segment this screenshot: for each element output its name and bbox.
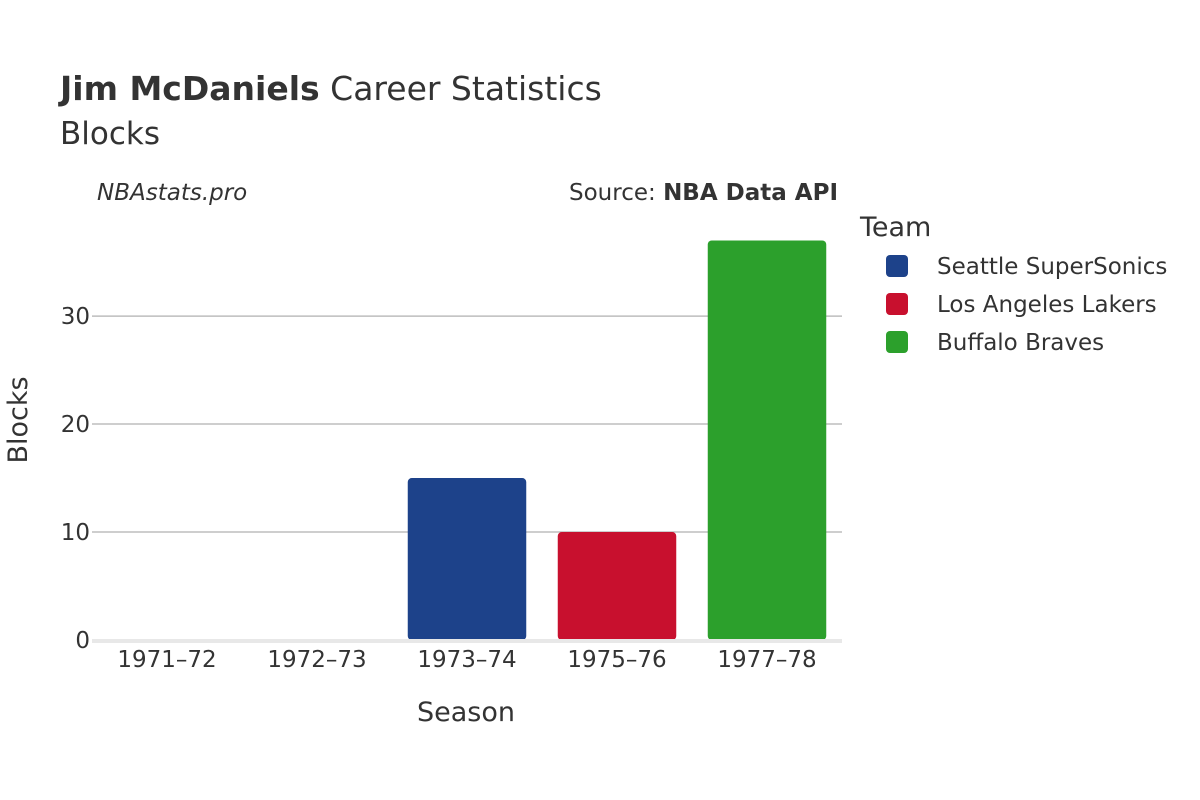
legend: Seattle SuperSonics Los Angeles Lakers Buf… bbox=[886, 254, 1167, 356]
bar bbox=[707, 240, 827, 640]
x-tick-label: 1972–73 bbox=[267, 647, 366, 673]
legend-label: Seattle SuperSonics bbox=[937, 254, 1167, 280]
legend-label: Los Angeles Lakers bbox=[937, 292, 1157, 318]
x-tick-label: 1975–76 bbox=[567, 647, 666, 673]
source-prefix: Source: bbox=[569, 180, 663, 206]
source-name: NBA Data API bbox=[663, 180, 838, 206]
x-tick-label: 1977–78 bbox=[717, 647, 816, 673]
bar bbox=[407, 478, 527, 640]
x-axis-label: Season bbox=[417, 697, 515, 728]
legend-label: Buffalo Braves bbox=[937, 330, 1104, 356]
chart-subtitle: Blocks bbox=[60, 116, 160, 152]
y-axis-label: Blocks bbox=[3, 376, 34, 463]
y-tick-label: 30 bbox=[61, 304, 90, 330]
legend-swatch bbox=[886, 255, 908, 277]
x-tick-label: 1971–72 bbox=[117, 647, 216, 673]
bars bbox=[407, 240, 827, 640]
legend-swatch bbox=[886, 293, 908, 315]
chart-title-player: Jim McDaniels bbox=[58, 69, 320, 108]
y-tick-label: 0 bbox=[75, 628, 90, 654]
legend-swatch bbox=[886, 331, 908, 353]
y-axis-ticks: 0 10 20 30 bbox=[61, 304, 90, 654]
bar bbox=[557, 532, 677, 640]
chart-title-suffix: Career Statistics bbox=[320, 69, 602, 108]
chart-title: Jim McDaniels Career Statistics bbox=[58, 69, 602, 108]
y-tick-label: 20 bbox=[61, 412, 90, 438]
credit-text: NBAstats.pro bbox=[97, 180, 247, 206]
x-tick-label: 1973–74 bbox=[417, 647, 516, 673]
x-axis-ticks: 1971–72 1972–73 1973–74 1975–76 1977–78 bbox=[117, 647, 816, 673]
y-tick-label: 10 bbox=[61, 520, 90, 546]
source-text: Source: NBA Data API bbox=[569, 180, 838, 206]
legend-title: Team bbox=[859, 212, 931, 243]
